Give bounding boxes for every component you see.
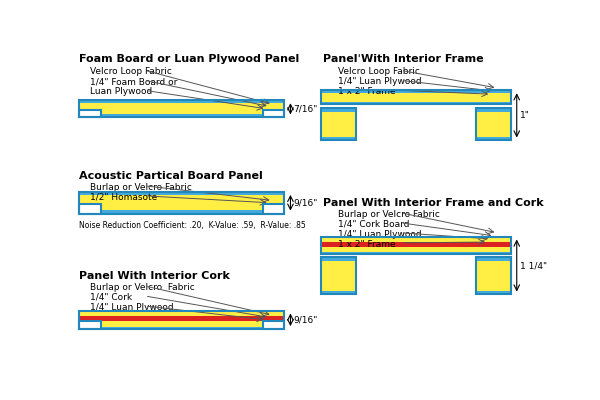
Bar <box>79 100 284 117</box>
Text: 7/16": 7/16" <box>293 104 318 113</box>
Text: 1": 1" <box>520 111 530 120</box>
Bar <box>322 247 511 252</box>
Text: Panel With Interior Frame and Cork: Panel With Interior Frame and Cork <box>323 198 544 208</box>
Text: 1/4" Foam Board or: 1/4" Foam Board or <box>91 77 178 86</box>
Bar <box>322 108 356 140</box>
Text: Noise Reduction Coefficient: .20,  K-Value: .59,  R-Value: .85: Noise Reduction Coefficient: .20, K-Valu… <box>79 221 305 230</box>
Bar <box>79 104 284 114</box>
Bar <box>79 110 101 117</box>
Bar <box>322 90 511 104</box>
Bar <box>322 258 356 294</box>
Text: 1/4" Luan Plywood: 1/4" Luan Plywood <box>338 230 422 239</box>
Text: Burlap or Velcro Fabric: Burlap or Velcro Fabric <box>338 210 440 219</box>
Text: 9/16": 9/16" <box>293 315 318 324</box>
Text: 9/16": 9/16" <box>293 198 318 207</box>
Text: Foam Board or Luan Plywood Panel: Foam Board or Luan Plywood Panel <box>79 54 299 64</box>
Text: Panel With Interior Cork: Panel With Interior Cork <box>79 271 230 281</box>
Bar <box>79 204 101 214</box>
Bar <box>476 112 511 136</box>
Text: 1 x 2" Frame: 1 x 2" Frame <box>338 240 396 249</box>
Text: 1/4" Cork Board: 1/4" Cork Board <box>338 220 410 229</box>
Text: 1/4" Luan Plywood: 1/4" Luan Plywood <box>91 303 174 312</box>
Bar <box>322 90 511 104</box>
Bar <box>263 204 284 214</box>
Text: Velcro Loop Fabric: Velcro Loop Fabric <box>338 67 421 76</box>
Bar <box>79 310 284 329</box>
Text: 1/4" Luan Plywood: 1/4" Luan Plywood <box>338 77 422 86</box>
Bar <box>476 261 511 291</box>
Bar <box>79 192 284 214</box>
Bar <box>263 110 284 117</box>
Bar <box>79 321 101 329</box>
Bar <box>476 258 511 294</box>
Bar <box>322 108 356 140</box>
Bar <box>79 100 284 117</box>
Bar <box>322 242 511 247</box>
Text: 1 1/4": 1 1/4" <box>520 261 547 270</box>
Bar <box>476 108 511 140</box>
Bar <box>79 312 284 316</box>
Text: 1/4" Cork: 1/4" Cork <box>91 293 133 302</box>
Text: 1 x 2" Frame: 1 x 2" Frame <box>338 87 396 96</box>
Text: Burlap or Velcro  Fabric: Burlap or Velcro Fabric <box>91 283 195 292</box>
Bar <box>79 316 284 321</box>
Bar <box>263 321 284 329</box>
Bar <box>263 110 284 117</box>
Text: Velcro Loop Fabric: Velcro Loop Fabric <box>91 67 172 76</box>
Bar <box>322 237 511 254</box>
Text: 1/2" Homasote: 1/2" Homasote <box>91 193 158 202</box>
Bar <box>79 204 101 214</box>
Bar <box>79 321 284 327</box>
Bar <box>263 204 284 214</box>
Bar <box>79 110 101 117</box>
Bar <box>476 258 511 294</box>
Bar <box>322 237 511 254</box>
Bar <box>322 258 356 294</box>
Text: Acoustic Partical Board Panel: Acoustic Partical Board Panel <box>79 171 263 181</box>
Text: Luan Plywood: Luan Plywood <box>91 87 153 96</box>
Bar <box>322 261 356 291</box>
Bar <box>322 93 511 102</box>
Text: Burlap or Velcro Fabric: Burlap or Velcro Fabric <box>91 183 193 192</box>
Bar <box>79 192 284 214</box>
Bar <box>322 112 356 136</box>
Bar <box>79 310 284 329</box>
Bar <box>263 321 284 329</box>
Bar <box>79 321 101 329</box>
Bar <box>322 238 511 242</box>
Text: PanelˈWith Interior Frame: PanelˈWith Interior Frame <box>323 54 484 64</box>
Bar <box>79 195 284 210</box>
Bar <box>476 108 511 140</box>
